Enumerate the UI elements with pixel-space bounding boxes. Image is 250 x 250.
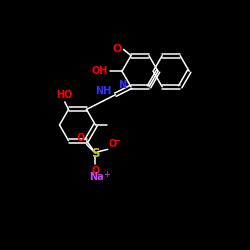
Text: N: N	[118, 80, 126, 90]
Text: HO: HO	[56, 90, 73, 100]
Text: Na: Na	[89, 172, 104, 182]
Text: S: S	[91, 146, 100, 160]
Text: O: O	[113, 44, 122, 54]
Text: NH: NH	[95, 86, 112, 96]
Text: O: O	[76, 133, 84, 143]
Text: +: +	[103, 170, 110, 179]
Text: O: O	[91, 166, 100, 175]
Text: O: O	[108, 139, 116, 149]
Text: OH: OH	[92, 66, 108, 76]
Text: −: −	[113, 136, 122, 146]
